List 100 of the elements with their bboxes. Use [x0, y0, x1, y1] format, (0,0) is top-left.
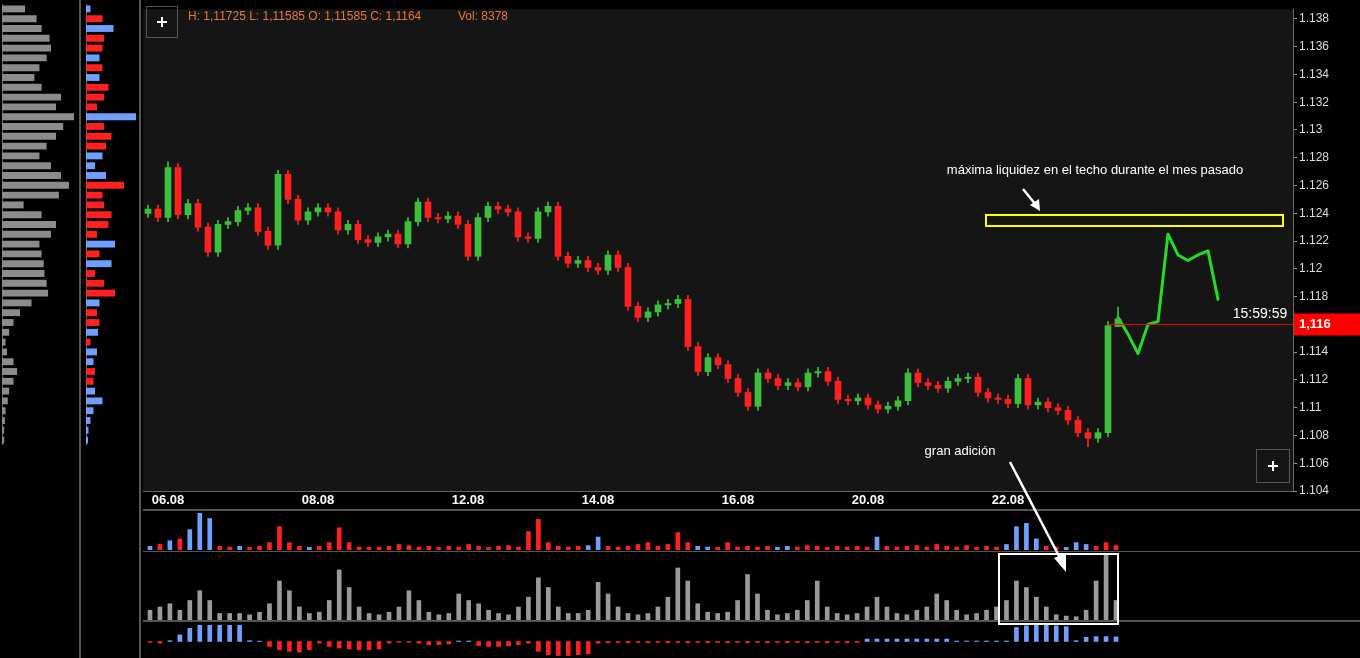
bar — [446, 641, 452, 645]
bar — [585, 609, 591, 620]
bar — [565, 641, 571, 656]
bar — [476, 545, 481, 550]
bar — [1014, 580, 1019, 620]
bar — [86, 407, 94, 415]
ref-line-label: 1,116 — [1299, 315, 1331, 331]
bar — [2, 83, 42, 91]
bar — [86, 358, 94, 366]
annotation: 15:59:59 — [1232, 304, 1288, 321]
bar — [86, 123, 104, 130]
bar — [2, 172, 62, 179]
bar — [944, 545, 950, 550]
bar — [207, 600, 213, 620]
bar — [2, 328, 10, 336]
bar — [755, 546, 760, 550]
bar — [1103, 636, 1109, 642]
bar — [924, 546, 930, 550]
bar — [2, 221, 56, 228]
bar — [86, 319, 100, 326]
bar — [86, 162, 95, 170]
bar — [516, 546, 521, 550]
bar — [86, 64, 103, 72]
bar — [207, 518, 213, 550]
bar — [984, 609, 989, 620]
bar — [785, 545, 790, 550]
bar — [227, 546, 232, 550]
bar — [326, 600, 332, 620]
bar — [2, 34, 50, 42]
bar — [755, 593, 760, 620]
bar — [2, 123, 64, 130]
bar — [86, 44, 103, 52]
bar — [187, 529, 193, 550]
bar — [496, 613, 501, 620]
bar — [675, 532, 681, 550]
bar — [745, 545, 750, 550]
bar — [1034, 596, 1039, 620]
bar — [86, 74, 100, 81]
bar — [1014, 526, 1019, 550]
bar — [725, 542, 730, 550]
bar — [715, 613, 720, 620]
x-tick-label: 12.08 — [451, 492, 485, 508]
bar — [86, 211, 112, 219]
bar — [526, 531, 531, 550]
bar — [1043, 625, 1049, 642]
bar — [2, 368, 18, 375]
bar — [1063, 547, 1069, 550]
bar — [1063, 626, 1069, 642]
bar — [506, 614, 511, 620]
bar — [526, 596, 531, 620]
bar — [86, 338, 91, 346]
bar — [964, 614, 969, 620]
y-tick-label: 1.122 — [1299, 233, 1330, 248]
bar — [2, 250, 42, 258]
bar — [585, 545, 591, 550]
bar — [2, 299, 32, 307]
x-tick-label: 22.08 — [991, 492, 1025, 508]
y-tick-label: 1.13 — [1299, 122, 1323, 137]
bar — [2, 397, 8, 405]
bar — [575, 545, 581, 550]
bar — [456, 593, 462, 620]
y-tick-label: 1.134 — [1299, 66, 1330, 81]
y-tick-label: 1.112 — [1299, 372, 1329, 387]
bar — [1053, 625, 1059, 642]
bar — [775, 547, 780, 550]
bar — [86, 54, 100, 62]
bar — [86, 15, 103, 23]
bar — [2, 270, 45, 277]
y-tick-label: 1.106 — [1299, 455, 1330, 470]
bar — [277, 526, 282, 550]
bar — [2, 201, 24, 209]
bar — [86, 397, 103, 405]
bar — [86, 103, 97, 111]
bar — [546, 641, 551, 656]
bar — [536, 641, 541, 652]
bar — [804, 600, 810, 620]
bar — [715, 547, 720, 550]
bar — [904, 614, 910, 620]
bar — [2, 407, 6, 415]
bar — [336, 641, 342, 649]
bar — [217, 625, 223, 642]
x-tick-label: 08.08 — [301, 492, 335, 508]
bar — [795, 609, 800, 620]
bar — [86, 250, 100, 258]
bar — [336, 527, 342, 550]
bar — [1073, 616, 1079, 620]
bar — [227, 625, 232, 642]
bar — [2, 240, 40, 248]
bar — [436, 641, 442, 646]
bar — [934, 544, 940, 550]
bar — [257, 545, 262, 550]
bar — [267, 641, 272, 647]
bar — [516, 606, 521, 620]
bar — [406, 545, 412, 550]
y-tick-label: 1.11 — [1299, 400, 1322, 414]
bar — [86, 221, 109, 228]
annotation: H: 1,11725 L: 1,11585 O: 1,11585 C: 1,1164 — [188, 9, 422, 24]
bar — [516, 641, 521, 646]
bar — [86, 387, 95, 395]
bar — [446, 545, 452, 550]
